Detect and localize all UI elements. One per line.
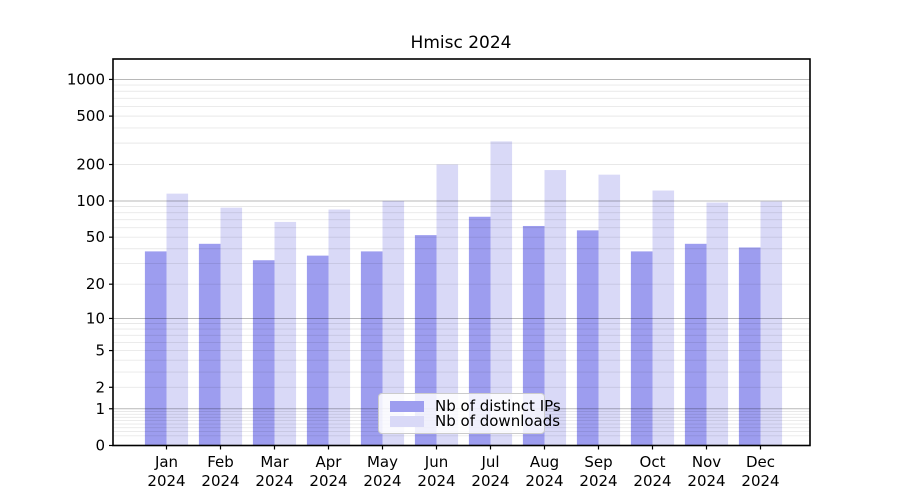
legend-label-downloads: Nb of downloads <box>435 412 561 430</box>
gridlines-group <box>113 78 810 437</box>
bar-nov-ips <box>684 243 707 446</box>
bar-apr-ips <box>306 255 329 446</box>
bar-feb-ips <box>198 243 221 446</box>
bar-jul-ips <box>468 216 491 446</box>
legend-swatch-downloads <box>390 416 424 427</box>
x-tick-label-year: 2024 <box>471 472 509 490</box>
x-tick-label-month: Aug <box>530 453 559 471</box>
bar-dec-ips <box>738 247 761 446</box>
bar-aug-ips <box>522 225 545 446</box>
bar-aug-downloads <box>544 170 567 446</box>
bar-apr-downloads <box>328 209 351 446</box>
legend: Nb of distinct IPs Nb of downloads <box>378 393 561 434</box>
x-tick-label-month: Jan <box>154 453 178 471</box>
y-tick-label: 100 <box>76 192 105 210</box>
bar-mar-downloads <box>274 221 297 446</box>
x-tick-label-year: 2024 <box>579 472 617 490</box>
y-tick-label: 0 <box>95 437 105 455</box>
bar-oct-downloads <box>652 190 675 446</box>
bar-oct-ips <box>630 251 653 446</box>
x-tick-label-month: Dec <box>746 453 775 471</box>
x-tick-label-year: 2024 <box>687 472 725 490</box>
y-tick-label: 10 <box>86 309 105 327</box>
bars-group <box>144 141 783 446</box>
x-tick-label-month: Apr <box>316 453 343 471</box>
x-tick-label-year: 2024 <box>201 472 239 490</box>
y-tick-label: 500 <box>76 107 105 125</box>
ticks-group <box>109 78 762 450</box>
legend-label-distinct-ips: Nb of distinct IPs <box>435 397 561 415</box>
x-tick-label-year: 2024 <box>363 472 401 490</box>
bar-jan-downloads <box>166 193 189 446</box>
x-tick-label-month: Jul <box>480 453 499 471</box>
y-tick-label: 1 <box>95 400 105 418</box>
bar-jun-downloads <box>436 164 459 446</box>
bar-feb-downloads <box>220 207 243 446</box>
x-tick-label-month: Nov <box>692 453 721 471</box>
x-tick-label-month: Jun <box>424 453 448 471</box>
x-tick-label-month: Oct <box>640 453 666 471</box>
y-tick-label: 50 <box>86 228 105 246</box>
x-tick-label-month: Mar <box>260 453 289 471</box>
y-tick-label: 1000 <box>67 70 105 88</box>
bar-sep-ips <box>576 230 599 446</box>
legend-swatch-distinct-ips <box>390 401 424 412</box>
y-tick-label: 20 <box>86 275 105 293</box>
x-tick-label-month: Feb <box>207 453 234 471</box>
axis-labels-group: 01251020501002005001000Jan2024Feb2024Mar… <box>67 70 780 490</box>
bar-jul-downloads <box>490 141 513 446</box>
x-tick-label-year: 2024 <box>147 472 185 490</box>
chart-title: Hmisc 2024 <box>410 33 512 53</box>
plot-spines <box>112 58 811 447</box>
bar-jun-ips <box>414 235 437 446</box>
x-tick-label-month: May <box>367 453 398 471</box>
y-tick-label: 200 <box>76 156 105 174</box>
y-tick-label: 5 <box>95 342 105 360</box>
x-tick-label-year: 2024 <box>255 472 293 490</box>
y-tick-label: 2 <box>95 378 105 396</box>
bar-jan-ips <box>144 251 167 446</box>
bar-dec-downloads <box>760 201 783 446</box>
bar-may-downloads <box>382 200 405 446</box>
bar-mar-ips <box>252 260 275 446</box>
legend-item-downloads: Nb of downloads <box>390 414 560 429</box>
bar-sep-downloads <box>598 174 621 446</box>
x-tick-label-month: Sep <box>584 453 612 471</box>
x-tick-label-year: 2024 <box>633 472 671 490</box>
legend-item-distinct-ips: Nb of distinct IPs <box>390 399 561 414</box>
x-tick-label-year: 2024 <box>741 472 779 490</box>
bar-may-ips <box>360 251 383 446</box>
x-tick-label-year: 2024 <box>309 472 347 490</box>
x-tick-label-year: 2024 <box>525 472 563 490</box>
axes-group <box>112 58 811 447</box>
bar-nov-downloads <box>706 202 729 446</box>
x-tick-label-year: 2024 <box>417 472 455 490</box>
